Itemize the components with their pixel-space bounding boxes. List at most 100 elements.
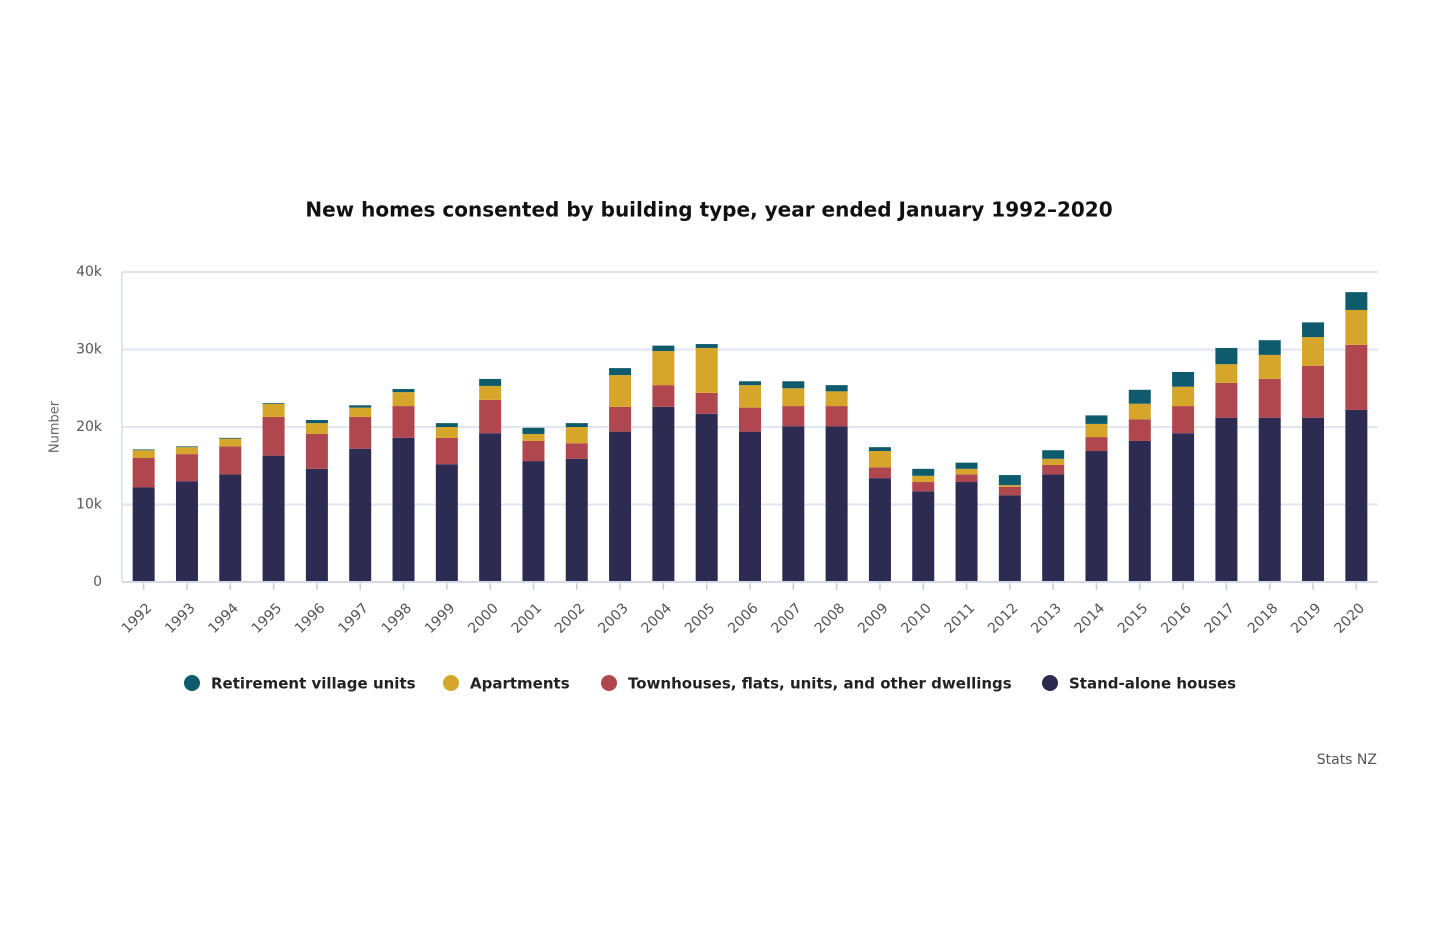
bar-segment: [435, 423, 458, 427]
bar-segment: [349, 407, 372, 417]
bar-segment: [175, 454, 198, 482]
bar-segment: [868, 467, 891, 479]
x-tick-label: 2000: [465, 600, 502, 637]
bar-segment: [912, 468, 935, 476]
legend-label: Townhouses, flats, units, and other dwel…: [628, 675, 1012, 693]
bar-segment: [1172, 433, 1195, 582]
y-tick-label: 40k: [76, 264, 103, 280]
bar-segment: [392, 389, 415, 393]
bar-segment: [609, 375, 632, 407]
legend-label: Stand-alone houses: [1069, 675, 1236, 693]
bar-segment: [652, 406, 675, 582]
bar-segment: [955, 474, 978, 483]
bar-segment: [219, 437, 242, 439]
bar-segment: [912, 491, 935, 582]
bar-segment: [739, 407, 761, 432]
x-tick-label: 2006: [725, 600, 762, 637]
bar-segment: [1042, 464, 1065, 475]
bar-segment: [609, 368, 632, 376]
bar-segment: [522, 440, 545, 462]
bar-segment: [522, 433, 545, 441]
bar-segment: [1128, 419, 1151, 441]
bar-segment: [652, 385, 675, 407]
bar-segment: [522, 461, 545, 582]
bar-segment: [1215, 417, 1238, 582]
bar-segment: [609, 431, 632, 582]
bar-segment: [305, 420, 328, 424]
legend-marker: [601, 675, 617, 691]
bar-segment: [782, 381, 805, 389]
bar-segment: [349, 405, 372, 408]
bar-segment: [955, 468, 978, 475]
bar-segment: [695, 344, 718, 348]
x-tick-label: 1992: [119, 600, 156, 637]
bar-segment: [695, 392, 718, 414]
bar-segment: [782, 426, 805, 582]
chart-title: New homes consented by building type, ye…: [305, 198, 1112, 222]
x-tick-label: 2013: [1028, 600, 1065, 637]
x-tick-label: 2015: [1115, 600, 1152, 637]
bar-segment: [1085, 415, 1108, 424]
bar-segment: [1302, 322, 1325, 338]
bar-segment: [1085, 451, 1108, 582]
bar-segment: [955, 482, 978, 582]
x-tick-label: 2002: [552, 600, 589, 637]
bar-segment: [349, 416, 372, 449]
bar-segment: [1302, 417, 1325, 582]
bar-segment: [1215, 364, 1238, 383]
bar-segment: [1302, 365, 1325, 418]
bar-segment: [522, 427, 545, 434]
y-tick-label: 0: [93, 574, 102, 590]
x-tick-label: 2018: [1245, 600, 1282, 637]
bar-segment: [392, 406, 415, 438]
bar-segment: [1345, 344, 1368, 410]
x-tick-label: 2011: [942, 600, 979, 637]
bar-segment: [1258, 417, 1281, 582]
bar-segment: [262, 455, 285, 582]
bar-segment: [1172, 386, 1195, 407]
bar-segment: [175, 446, 198, 448]
bar-segment: [132, 487, 155, 582]
x-tick-label: 2003: [595, 600, 632, 637]
bar-segment: [1085, 423, 1108, 438]
bar-segment: [565, 423, 588, 427]
bar-segment: [132, 449, 155, 451]
bar-segment: [132, 458, 155, 488]
bar-segment: [609, 406, 632, 432]
bar-segment: [739, 431, 761, 582]
x-tick-label: 1998: [379, 600, 416, 637]
x-tick-label: 2019: [1288, 600, 1325, 637]
x-tick-label: 1995: [249, 600, 286, 637]
legend-marker: [184, 675, 200, 691]
bar-segment: [479, 385, 502, 400]
bar-segment: [479, 378, 502, 386]
y-tick-label: 10k: [76, 497, 103, 513]
bar-segment: [565, 458, 588, 582]
bar-segment: [1172, 406, 1195, 434]
x-tick-label: 1996: [292, 600, 329, 637]
bar-segment: [739, 381, 761, 386]
bar-segment: [825, 426, 848, 582]
bar-segment: [912, 475, 935, 483]
bar-segment: [695, 347, 718, 393]
x-tick-label: 2005: [682, 600, 719, 637]
x-tick-label: 2016: [1158, 600, 1195, 637]
bar-segment: [1345, 292, 1368, 310]
bar-segment: [435, 464, 458, 582]
bar-segment: [998, 475, 1021, 486]
bar-segment: [392, 392, 415, 407]
bar-segment: [219, 474, 242, 582]
bar-segment: [435, 437, 458, 465]
bar-segment: [998, 485, 1021, 487]
bar-segment: [305, 433, 328, 469]
bar-segment: [305, 468, 328, 582]
bar-segment: [1085, 437, 1108, 452]
bar-segment: [1128, 389, 1151, 404]
bar-segment: [868, 478, 891, 582]
bar-segment: [782, 406, 805, 427]
bar-segment: [825, 385, 848, 392]
bar-segment: [739, 385, 761, 408]
x-tick-label: 2008: [812, 600, 849, 637]
bar-segment: [219, 446, 242, 475]
bar-segment: [998, 495, 1021, 582]
